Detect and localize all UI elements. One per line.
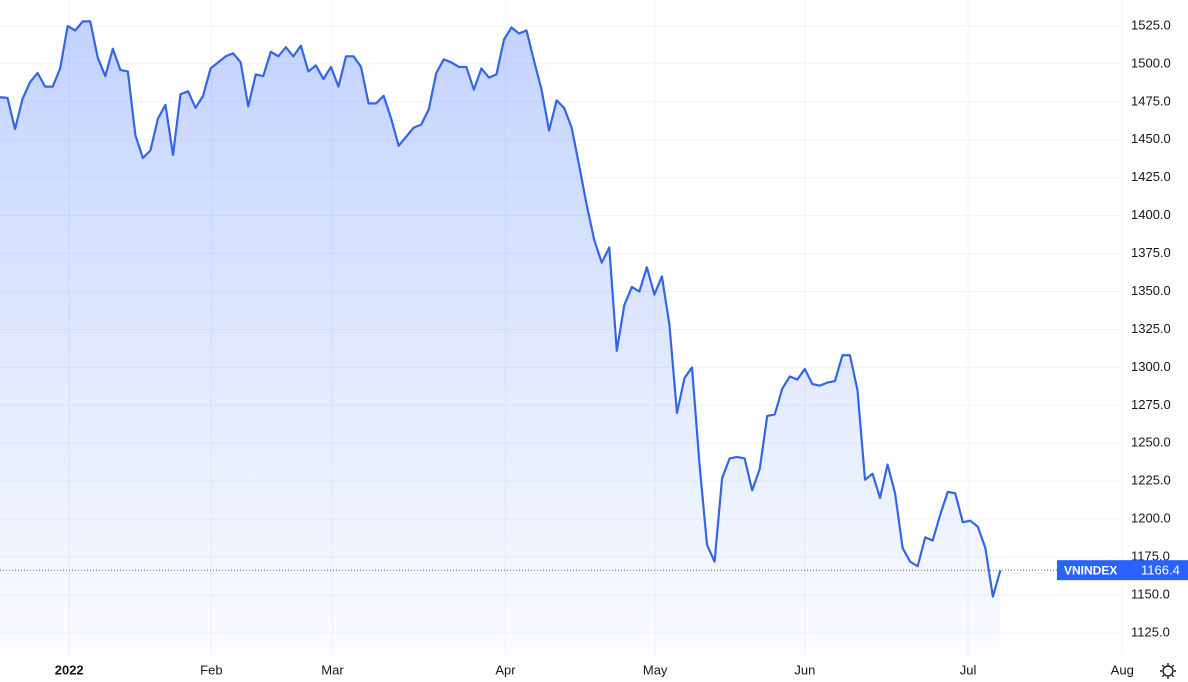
last-price-name: VNINDEX [1064, 563, 1117, 577]
x-tick-label: Aug [1111, 662, 1134, 677]
x-tick-label: Jul [960, 662, 977, 677]
y-tick-label: 1175.0 [1131, 549, 1170, 564]
y-tick-label: 1350.0 [1131, 283, 1171, 298]
y-tick-label: 1525.0 [1131, 17, 1171, 32]
y-tick-label: 1475.0 [1131, 93, 1171, 108]
x-tick-label: Jun [794, 662, 815, 677]
x-tick-label: Feb [200, 662, 222, 677]
y-tick-label: 1425.0 [1131, 169, 1171, 184]
y-tick-label: 1250.0 [1131, 435, 1171, 450]
price-line [0, 20, 1002, 598]
gear-teeth[interactable] [1160, 663, 1176, 679]
y-tick-label: 1300.0 [1131, 359, 1171, 374]
y-tick-label: 1400.0 [1131, 207, 1171, 222]
plot [0, 20, 1120, 655]
x-tick-label: 2022 [55, 662, 84, 677]
x-axis: 2022 Feb Mar Apr May Jun Jul Aug [55, 662, 1134, 677]
x-tick-label: May [643, 662, 668, 677]
y-tick-label: 1325.0 [1131, 321, 1171, 336]
axes: 1125.0 1150.0 1175.0 1200.0 1225.0 1250.0 1275… [1057, 17, 1188, 639]
y-tick-label: 1275.0 [1131, 397, 1171, 412]
last-price-value: 1166.4 [1141, 563, 1180, 578]
x-tick-label: Apr [495, 662, 516, 677]
y-tick-label: 1200.0 [1131, 511, 1171, 526]
y-tick-label: 1375.0 [1131, 245, 1171, 260]
y-tick-label: 1125.0 [1131, 624, 1170, 639]
y-tick-label: 1500.0 [1131, 55, 1171, 70]
y-tick-label: 1150.0 [1131, 586, 1170, 601]
gear[interactable] [1162, 665, 1174, 677]
y-tick-label: 1225.0 [1131, 473, 1171, 488]
settings-icon[interactable] [1160, 663, 1176, 679]
area-fill [0, 21, 1001, 655]
y-tick-label: 1450.0 [1131, 131, 1171, 146]
last-price-box [1057, 560, 1188, 581]
x-tick-label: Mar [321, 662, 344, 677]
